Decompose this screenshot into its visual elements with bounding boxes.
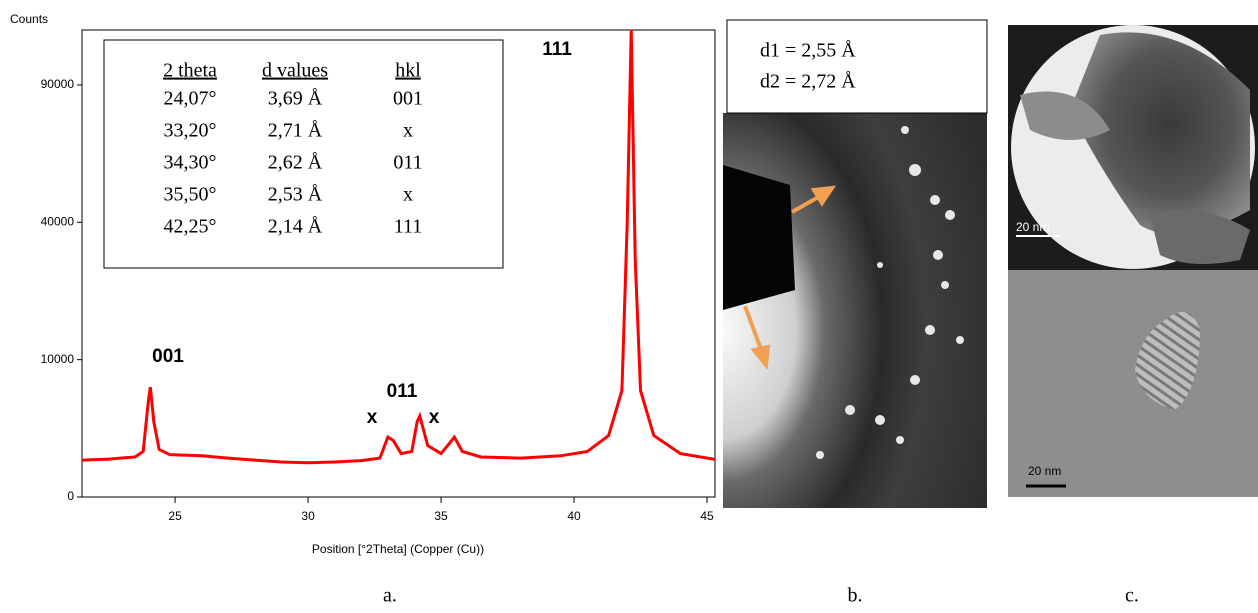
- table-cell: 111: [394, 216, 423, 238]
- table-cell: 34,30°: [164, 152, 217, 174]
- y-tick-label: 90000: [41, 77, 75, 91]
- table-header: hkl: [395, 60, 421, 82]
- table-cell: x: [403, 120, 413, 142]
- x-tick-label: 40: [567, 509, 581, 523]
- tem-images: [1008, 25, 1258, 497]
- table-cell: 35,50°: [164, 184, 217, 206]
- table-cell: x: [403, 184, 413, 206]
- table-cell: 001: [393, 88, 423, 110]
- peak-label: x: [429, 407, 440, 428]
- x-axis-label: Position [°2Theta] (Copper (Cu)): [312, 542, 484, 556]
- diffraction-image: [723, 113, 987, 508]
- caption: c.: [1125, 585, 1139, 607]
- x-tick-label: 30: [301, 509, 315, 523]
- table-cell: 24,07°: [164, 88, 217, 110]
- table-cell: 33,20°: [164, 120, 217, 142]
- table-cell: 2,14 Å: [268, 216, 323, 238]
- peak-label: 111: [542, 39, 572, 60]
- data-line: [82, 30, 715, 465]
- y-tick-label: 10000: [41, 352, 75, 366]
- table-cell: 2,62 Å: [268, 152, 323, 174]
- x-tick-label: 25: [168, 509, 182, 523]
- caption: b.: [848, 585, 863, 607]
- plot-frame: [81, 29, 716, 498]
- scale-bar-label: 20 nm: [1028, 464, 1061, 478]
- y-axis-label: Counts: [10, 12, 48, 26]
- table-header: 2 theta: [163, 60, 217, 82]
- d-spacing: d2 = 2,72 Å: [760, 71, 856, 93]
- peak-label: 011: [387, 381, 418, 402]
- table-cell: 011: [393, 152, 422, 174]
- y-tick-label: 0: [67, 489, 74, 503]
- d-spacing-box: [726, 19, 988, 114]
- table-cell: 3,69 Å: [268, 88, 323, 110]
- table-cell: 2,53 Å: [268, 184, 323, 206]
- inset-frame: [103, 39, 504, 269]
- table-header: d values: [262, 60, 328, 82]
- x-tick-label: 45: [700, 509, 714, 523]
- peak-label: x: [367, 407, 378, 428]
- y-tick-label: 40000: [41, 214, 75, 228]
- table-cell: 42,25°: [164, 216, 217, 238]
- d-spacing: d1 = 2,55 Å: [760, 40, 856, 62]
- table-cell: 2,71 Å: [268, 120, 323, 142]
- inset-table: 2 theta d values hkl 24,07° 3,69 Å 001 33,20° 2…: [103, 39, 504, 269]
- peak-label: 001: [152, 346, 184, 367]
- scale-bar-label: 20 nm: [1016, 220, 1049, 234]
- x-tick-label: 35: [434, 509, 448, 523]
- caption: a.: [383, 585, 397, 607]
